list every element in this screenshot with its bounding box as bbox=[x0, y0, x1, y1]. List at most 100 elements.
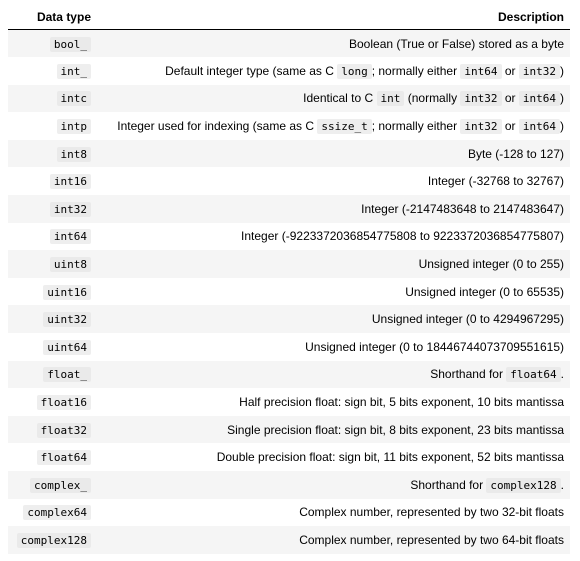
table-header-row: Data type Description bbox=[8, 4, 570, 30]
table-row: uint32 Unsigned integer (0 to 4294967295) bbox=[8, 305, 570, 334]
data-type-code: int16 bbox=[49, 174, 91, 190]
data-type-cell: int32 bbox=[8, 195, 94, 223]
description-text: . bbox=[560, 477, 564, 492]
description-text: Complex number, represented by two 32-bi… bbox=[299, 505, 564, 520]
description-cell: Integer (-9223372036854775808 to 9223372… bbox=[94, 222, 570, 251]
data-type-code: float64 bbox=[36, 450, 91, 466]
description-cell: Byte (-128 to 127) bbox=[94, 139, 570, 168]
description-text: or bbox=[501, 63, 519, 78]
table-row: intp Integer used for indexing (same as C… bbox=[8, 112, 570, 140]
description-cell: Double precision float: sign bit, 11 bit… bbox=[94, 443, 570, 471]
description-text: Half precision float: sign bit, 5 bits e… bbox=[239, 395, 564, 410]
data-type-code: intc bbox=[56, 91, 91, 107]
description-text: Boolean (True or False) stored as a byte bbox=[349, 36, 564, 51]
inline-code: int32 bbox=[518, 63, 560, 79]
data-type-cell: float32 bbox=[8, 415, 94, 444]
description-cell: Integer used for indexing (same as C ssi… bbox=[94, 112, 570, 140]
table-row: float_ Shorthand for float64. bbox=[8, 360, 570, 389]
table-row: int_ Default integer type (same as C long… bbox=[8, 57, 570, 85]
description-text: ) bbox=[560, 63, 564, 78]
table-row: complex_ Shorthand for complex128. bbox=[8, 471, 570, 499]
data-type-cell: float16 bbox=[8, 388, 94, 416]
table-row: bool_ Boolean (True or False) stored as a… bbox=[8, 29, 570, 58]
inline-code: ssize_t bbox=[317, 119, 372, 135]
data-type-code: complex64 bbox=[23, 505, 91, 521]
data-type-code: int8 bbox=[56, 146, 91, 162]
inline-code: int bbox=[376, 91, 405, 107]
inline-code: int64 bbox=[518, 91, 560, 107]
data-type-code: float16 bbox=[36, 395, 91, 411]
description-text: Shorthand for bbox=[430, 367, 507, 382]
description-text: Unsigned integer (0 to 65535) bbox=[405, 284, 564, 299]
data-type-cell: complex128 bbox=[8, 526, 94, 554]
description-text: or bbox=[501, 91, 519, 106]
data-type-code: uint64 bbox=[43, 339, 91, 355]
data-type-cell: uint8 bbox=[8, 250, 94, 278]
table-row: int64 Integer (-9223372036854775808 to 92… bbox=[8, 222, 570, 251]
inline-code: float64 bbox=[506, 367, 561, 383]
data-type-cell: float_ bbox=[8, 360, 94, 389]
data-type-code: float_ bbox=[43, 367, 91, 383]
description-cell: Half precision float: sign bit, 5 bits e… bbox=[94, 388, 570, 416]
inline-code: int32 bbox=[460, 119, 502, 135]
data-type-code: float32 bbox=[36, 422, 91, 438]
description-text: Shorthand for bbox=[410, 477, 487, 492]
description-text: ; normally either bbox=[371, 63, 461, 78]
table-row: intc Identical to C int (normally int32 o… bbox=[8, 84, 570, 113]
description-cell: Complex number, represented by two 64-bi… bbox=[94, 526, 570, 554]
description-text: Integer used for indexing (same as C bbox=[117, 119, 318, 134]
data-type-code: int64 bbox=[49, 229, 91, 245]
description-cell: Unsigned integer (0 to 65535) bbox=[94, 277, 570, 306]
description-cell: Unsigned integer (0 to 18446744073709551… bbox=[94, 333, 570, 361]
table-row: complex64 Complex number, represented by … bbox=[8, 498, 570, 527]
data-types-table-container: Data type Description bool_ Boolean (True… bbox=[8, 4, 570, 554]
data-types-table: Data type Description bool_ Boolean (True… bbox=[8, 4, 570, 554]
description-text: ) bbox=[560, 119, 564, 134]
description-cell: Single precision float: sign bit, 8 bits… bbox=[94, 415, 570, 444]
data-type-cell: bool_ bbox=[8, 29, 94, 58]
table-row: int16 Integer (-32768 to 32767) bbox=[8, 167, 570, 196]
table-row: int32 Integer (-2147483648 to 2147483647) bbox=[8, 195, 570, 223]
description-text: Unsigned integer (0 to 18446744073709551… bbox=[305, 339, 564, 354]
table-row: uint64 Unsigned integer (0 to 18446744073… bbox=[8, 333, 570, 361]
table-body: bool_ Boolean (True or False) stored as a… bbox=[8, 29, 570, 554]
inline-code: complex128 bbox=[486, 477, 561, 493]
description-cell: Identical to C int (normally int32 or in… bbox=[94, 84, 570, 113]
table-row: float32 Single precision float: sign bit,… bbox=[8, 415, 570, 444]
data-type-cell: int16 bbox=[8, 167, 94, 196]
description-cell: Boolean (True or False) stored as a byte bbox=[94, 29, 570, 58]
data-type-cell: intc bbox=[8, 84, 94, 113]
column-header-description: Description bbox=[94, 4, 570, 30]
data-type-code: complex_ bbox=[30, 477, 91, 493]
description-text: Integer (-9223372036854775808 to 9223372… bbox=[241, 229, 564, 244]
data-type-cell: int8 bbox=[8, 139, 94, 168]
table-row: float16 Half precision float: sign bit, 5… bbox=[8, 388, 570, 416]
data-type-code: int32 bbox=[49, 201, 91, 217]
description-text: Default integer type (same as C bbox=[165, 63, 338, 78]
data-type-code: bool_ bbox=[49, 36, 91, 52]
column-header-data-type: Data type bbox=[8, 4, 94, 30]
table-row: complex128 Complex number, represented by… bbox=[8, 526, 570, 554]
description-text: ) bbox=[560, 91, 564, 106]
description-text: Identical to C bbox=[303, 91, 377, 106]
description-cell: Shorthand for float64. bbox=[94, 360, 570, 389]
data-type-code: intp bbox=[56, 119, 91, 135]
description-text: Double precision float: sign bit, 11 bit… bbox=[216, 450, 564, 465]
description-text: Integer (-32768 to 32767) bbox=[427, 174, 564, 189]
description-text: Integer (-2147483648 to 2147483647) bbox=[361, 201, 564, 216]
table-row: uint8 Unsigned integer (0 to 255) bbox=[8, 250, 570, 278]
data-type-cell: uint16 bbox=[8, 277, 94, 306]
table-row: uint16 Unsigned integer (0 to 65535) bbox=[8, 277, 570, 306]
description-text: Byte (-128 to 127) bbox=[467, 146, 564, 161]
data-type-code: complex128 bbox=[16, 532, 91, 548]
data-type-code: uint16 bbox=[43, 284, 91, 300]
description-text: or bbox=[501, 119, 519, 134]
description-cell: Unsigned integer (0 to 4294967295) bbox=[94, 305, 570, 334]
table-row: int8 Byte (-128 to 127) bbox=[8, 139, 570, 168]
description-cell: Integer (-32768 to 32767) bbox=[94, 167, 570, 196]
description-text: Unsigned integer (0 to 4294967295) bbox=[371, 312, 564, 327]
description-text: ; normally either bbox=[371, 119, 461, 134]
data-type-cell: uint32 bbox=[8, 305, 94, 334]
inline-code: long bbox=[337, 63, 372, 79]
description-cell: Default integer type (same as C long; no… bbox=[94, 57, 570, 85]
